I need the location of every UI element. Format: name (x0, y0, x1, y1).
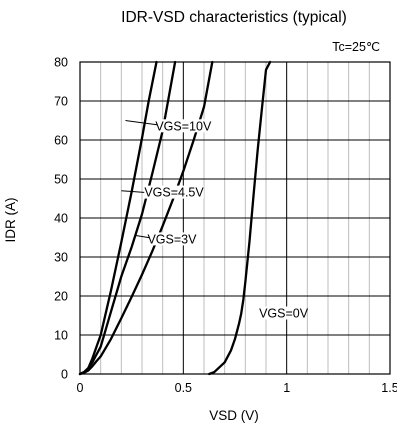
series-label-leaders (121, 120, 184, 242)
chart-title: IDR-VSD characteristics (typical) (121, 9, 347, 26)
y-tick-label: 80 (54, 56, 68, 70)
series-label: VGS=3V (147, 232, 197, 246)
plot-frame (79, 61, 391, 375)
y-tick-labels: 0 10 20 30 40 50 60 70 80 (54, 56, 68, 382)
temperature-annotation: Tc=25℃ (332, 40, 380, 54)
y-tick-label: 40 (54, 212, 68, 226)
y-tick-label: 70 (54, 95, 68, 109)
x-tick-label: 1.5 (381, 381, 397, 395)
x-tick-label: 0 (77, 381, 84, 395)
curve-vgs-0v (208, 60, 272, 376)
series-label: VGS=10V (155, 119, 212, 133)
x-axis-label: VSD (V) (209, 408, 259, 423)
series-label: VGS=0V (259, 307, 309, 321)
series-label-background (144, 185, 204, 199)
x-tick-labels: 0 0.5 1 1.5 (77, 381, 397, 395)
series-labels: VGS=10V VGS=4.5V VGS=3V VGS=0V (144, 119, 309, 321)
y-tick-label: 50 (54, 173, 68, 187)
series-label-background (157, 119, 210, 133)
x-tick-label: 1 (283, 381, 290, 395)
series-curves (78, 60, 272, 376)
y-tick-label: 10 (54, 329, 68, 343)
series-label-background (149, 232, 195, 246)
y-tick-label: 60 (54, 134, 68, 148)
y-axis-label: IDR (A) (3, 198, 18, 243)
curve-vgs-4-5v (78, 60, 177, 376)
major-grid (80, 62, 390, 374)
y-tick-label: 30 (54, 251, 68, 265)
series-label: VGS=4.5V (144, 186, 204, 200)
curve-vgs-3v (78, 60, 214, 376)
x-tick-label: 0.5 (175, 381, 192, 395)
y-tick-label: 0 (61, 368, 68, 382)
series-label-background (260, 306, 307, 320)
y-tick-label: 20 (54, 290, 68, 304)
